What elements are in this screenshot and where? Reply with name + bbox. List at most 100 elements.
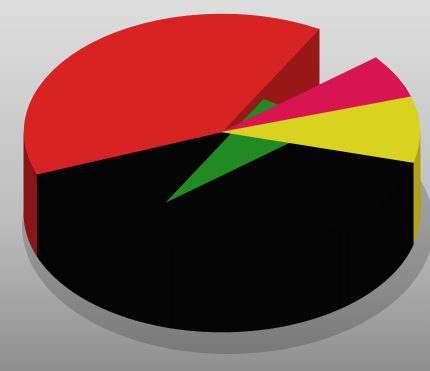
- slice-0-outer-side: [286, 242, 291, 326]
- slice-0-outer-side: [235, 249, 240, 333]
- slice-0-outer-side: [102, 225, 106, 310]
- slice-0-outer-side: [163, 244, 168, 328]
- slice-0-outer-side: [59, 199, 63, 285]
- slice-0-outer-side: [279, 243, 284, 328]
- slice-0-outer-side: [167, 245, 172, 329]
- slice-0-outer-side: [269, 245, 274, 329]
- slice-0-outer-side: [157, 243, 162, 327]
- slice-0-outer-side: [99, 224, 104, 309]
- slice-0-outer-side: [282, 243, 287, 327]
- slice-0-outer-side: [375, 204, 379, 289]
- slice-0-outer-side: [177, 246, 182, 330]
- slice-0-outer-side: [320, 232, 325, 317]
- slice-0-outer-side: [67, 205, 71, 291]
- slice-0-outer-side: [289, 241, 294, 326]
- slice-0-outer-side: [368, 208, 372, 294]
- slice-0-outer-side: [197, 248, 202, 332]
- slice-0-outer-side: [201, 249, 206, 332]
- slice-0-outer-side: [232, 249, 237, 333]
- slice-0-outer-side: [150, 241, 155, 326]
- slice-0-outer-side: [207, 249, 212, 333]
- slice-0-outer-side: [86, 217, 90, 303]
- slice-0-outer-side: [144, 240, 149, 324]
- slice-0-outer-side: [326, 230, 331, 315]
- slice-0-outer-side: [187, 247, 192, 331]
- slice-0-outer-side: [381, 199, 385, 285]
- slice-0-outer-side: [373, 205, 377, 291]
- slice-0-outer-side: [160, 243, 165, 328]
- slice-0-outer-side: [366, 210, 370, 296]
- slice-0-outer-side: [377, 202, 381, 288]
- slice-0-outer-side: [340, 224, 345, 309]
- slice-0-outer-side: [173, 246, 178, 330]
- slice-0-outer-side: [131, 236, 136, 321]
- slice-0-outer-side: [153, 242, 158, 326]
- slice-0-outer-side: [252, 247, 257, 331]
- slice-0-outer-side: [379, 200, 383, 286]
- slice-0-outer-side: [317, 233, 322, 318]
- slice-0-outer-side: [108, 228, 112, 313]
- slice-0-outer-side: [332, 228, 336, 313]
- slice-0-outer-side: [225, 249, 230, 333]
- slice-0-outer-side: [119, 232, 124, 317]
- slice-0-outer-side: [110, 229, 115, 314]
- slice-0-outer-side: [276, 244, 281, 328]
- slice-0-outer-side: [314, 234, 319, 319]
- slice-0-outer-side: [125, 234, 130, 319]
- slice-0-outer-side: [97, 223, 101, 308]
- slice-0-outer-side: [122, 233, 127, 318]
- slice-0-outer-side: [76, 211, 80, 297]
- slice-0-outer-side: [65, 204, 69, 289]
- slice-0-outer-side: [238, 249, 243, 332]
- slice-0-outer-side: [335, 227, 339, 312]
- slice-0-outer-side: [356, 216, 360, 301]
- slice-0-outer-side: [343, 223, 347, 308]
- slice-0-outer-side: [361, 213, 365, 298]
- slice-0-outer-side: [311, 235, 316, 320]
- slice-0-outer-side: [194, 248, 199, 332]
- slice-0-top: [36, 131, 414, 251]
- slice-0-outer-side: [116, 231, 121, 316]
- slice-0-outer-side: [249, 248, 254, 332]
- slice-0-outer-side: [74, 210, 78, 296]
- slice-0-outer-side: [259, 247, 264, 331]
- slice-0-outer-side: [147, 241, 152, 325]
- slice-0-outer-side: [183, 247, 188, 331]
- slice-0-outer-side: [348, 220, 353, 305]
- slice-0-outer-side: [371, 207, 374, 292]
- slice-0-outer-side: [242, 248, 247, 332]
- slice-0-outer-side: [70, 207, 73, 292]
- slice-0-outer-side: [245, 248, 250, 332]
- slice-0-outer-side: [211, 249, 216, 333]
- slice-0-outer-side: [79, 213, 83, 298]
- slice-1-top: [23, 13, 320, 175]
- slice-0-outer-side: [81, 214, 85, 300]
- slice-0-outer-side: [94, 221, 98, 307]
- slice-0-outer-side: [170, 245, 175, 329]
- slice-0-outer-side: [61, 200, 65, 286]
- slice-0-outer-side: [204, 249, 209, 333]
- slice-0-outer-side: [262, 246, 267, 330]
- slice-0-outer-side: [89, 219, 93, 304]
- slice-0-outer-side: [190, 248, 195, 332]
- slice-0-outer-side: [302, 238, 306, 323]
- slice-0-outer-side: [138, 238, 142, 323]
- slice-0-outer-side: [105, 227, 109, 312]
- slice-0-outer-side: [266, 246, 271, 330]
- slice-0-outer-side: [228, 249, 233, 333]
- slice-0-outer-side: [63, 202, 67, 288]
- slice-0-outer-side: [299, 239, 303, 324]
- slice-0-outer-side: [221, 249, 226, 333]
- slice-0-outer-side: [113, 230, 118, 315]
- slice-0-outer-side: [364, 211, 368, 297]
- slice-0-outer-side: [72, 208, 76, 294]
- slice-0-outer-side: [128, 235, 133, 320]
- slice-0-outer-side: [351, 219, 355, 304]
- slice-0-outer-side: [323, 231, 328, 316]
- slice-0-outer-side: [272, 245, 277, 329]
- slice-0-outer-side: [256, 247, 261, 331]
- slice-0-outer-side: [359, 214, 363, 300]
- slice-0-outer-side: [84, 216, 88, 301]
